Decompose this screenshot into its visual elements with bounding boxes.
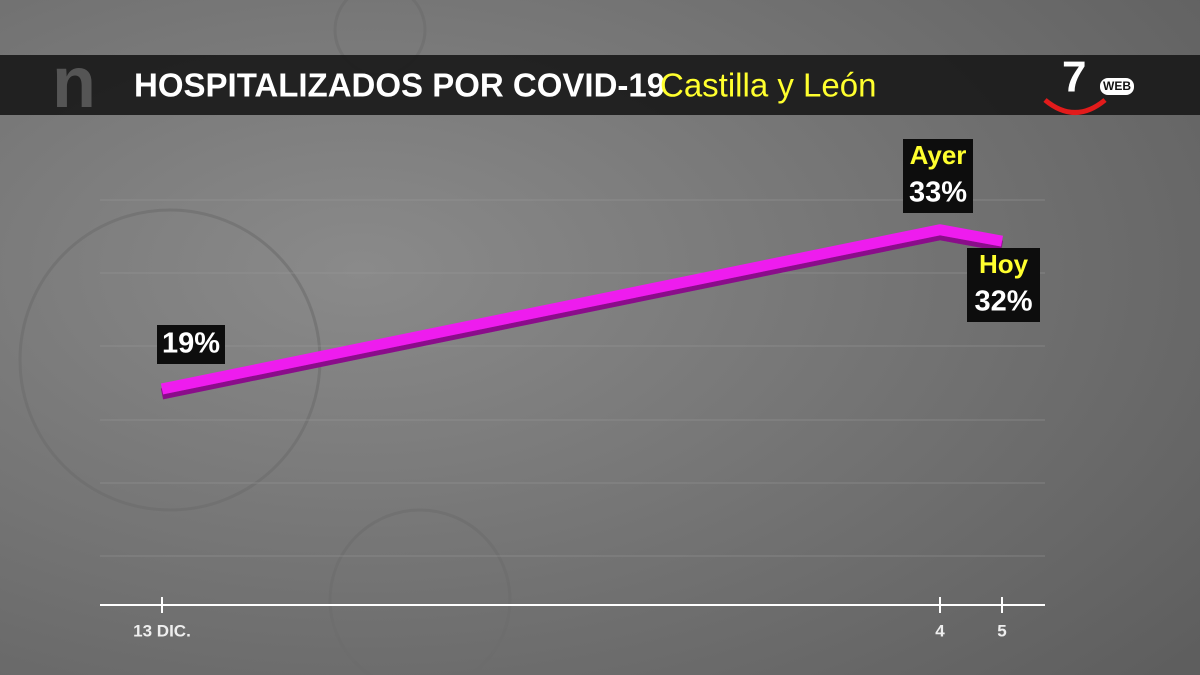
logo-n: n [52,43,96,123]
chart-title: HOSPITALIZADOS POR COVID-19 [134,67,665,104]
logo-7: 7 [1062,53,1086,102]
annotation: Hoy [979,249,1029,279]
value-label: 19% [162,328,220,360]
label-box [967,248,1040,322]
data-line [160,224,1003,395]
annotation: Ayer [910,140,967,170]
chart-subtitle: Castilla y León [660,67,876,104]
value-label: 33% [909,177,967,209]
logo-smile [1043,98,1107,115]
background-grid [100,199,1045,557]
header-bar [0,55,1200,115]
x-tick-label: 4 [935,621,945,640]
value-label: 32% [974,286,1032,318]
x-tick-label: 13 DIC. [133,621,191,640]
label-box [157,325,225,364]
label-box [903,139,973,213]
x-tick-label: 5 [997,621,1006,640]
logo-tag: WEB [1103,79,1131,93]
logo-tag-bg [1100,78,1134,95]
